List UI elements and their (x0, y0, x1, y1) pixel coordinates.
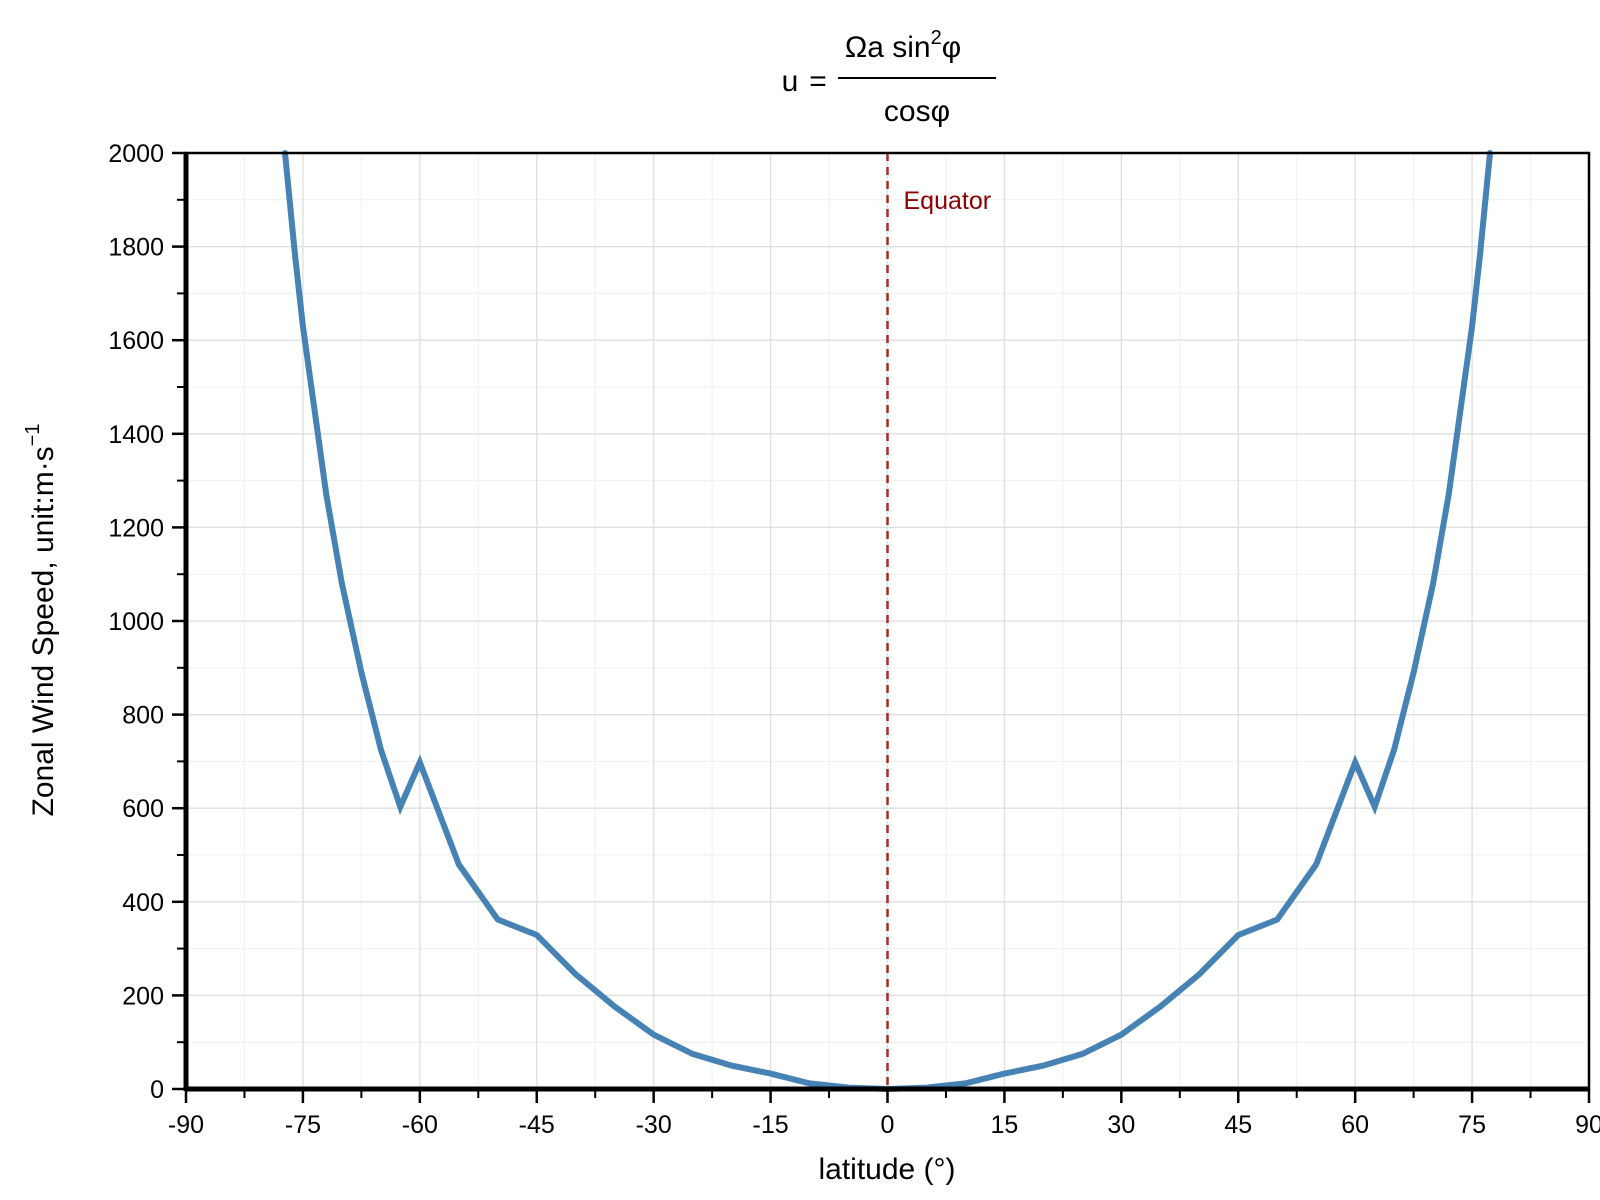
y-tick-label: 400 (122, 889, 164, 917)
x-tick-label: -30 (636, 1111, 672, 1139)
y-tick-label: 1800 (108, 234, 164, 262)
x-ticks: -90 -75 -60 -45 -30 -15 0 15 30 45 60 75 90 (168, 1089, 1600, 1139)
title-numerator-power: 2 (931, 27, 942, 49)
x-tick-label: 90 (1575, 1111, 1600, 1139)
x-tick-label: 60 (1341, 1111, 1369, 1139)
y-tick-label: 0 (150, 1076, 164, 1104)
y-tick-label: 800 (122, 702, 164, 730)
y-tick-label: 1600 (108, 327, 164, 355)
x-tick-label: -75 (285, 1111, 321, 1139)
y-axis-label-power: −1 (22, 424, 44, 447)
y-axis-label: Zonal Wind Speed, unit:m·s−1 (22, 424, 60, 817)
chart-title: u = Ωa sin2φ cosφ (782, 27, 996, 128)
y-tick-label: 200 (122, 982, 164, 1010)
y-ticks: 0 200 400 600 800 1000 1200 1400 1600 1800 2000 (108, 140, 186, 1104)
x-tick-label: 75 (1458, 1111, 1486, 1139)
y-axis-label-main: Zonal Wind Speed, unit:m·s (27, 446, 60, 816)
y-tick-label: 600 (122, 795, 164, 823)
x-tick-label: -90 (168, 1111, 204, 1139)
title-equals: = (809, 65, 827, 98)
x-tick-label: 45 (1224, 1111, 1252, 1139)
x-axis-label: latitude (°) (818, 1153, 955, 1186)
y-tick-label: 1400 (108, 421, 164, 449)
x-tick-label: -15 (753, 1111, 789, 1139)
x-tick-label: 15 (991, 1111, 1019, 1139)
title-numerator: Ωa sin2φ (845, 27, 961, 64)
y-tick-label: 1200 (108, 514, 164, 542)
x-tick-label: 30 (1107, 1111, 1135, 1139)
x-tick-label: 0 (881, 1111, 895, 1139)
y-tick-label: 1000 (108, 608, 164, 636)
x-tick-label: -60 (402, 1111, 438, 1139)
title-numerator-prefix: Ωa sin (845, 31, 931, 64)
title-numerator-suffix: φ (942, 31, 961, 64)
y-tick-label: 2000 (108, 140, 164, 168)
title-lhs: u (782, 65, 799, 98)
equator-label: Equator (904, 187, 992, 215)
x-tick-label: -45 (519, 1111, 555, 1139)
title-denominator: cosφ (884, 95, 950, 128)
